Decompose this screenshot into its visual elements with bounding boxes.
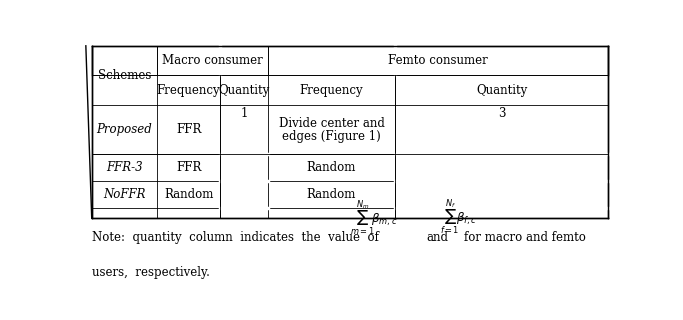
Text: users,  respectively.: users, respectively. bbox=[92, 266, 210, 279]
Text: Random: Random bbox=[164, 188, 213, 201]
Text: FFR-3: FFR-3 bbox=[106, 161, 143, 174]
Text: for macro and femto: for macro and femto bbox=[464, 231, 585, 244]
Text: Note:  quantity  column  indicates  the  value  of: Note: quantity column indicates the valu… bbox=[92, 231, 378, 244]
Text: 1: 1 bbox=[240, 107, 248, 120]
Text: NoFFR: NoFFR bbox=[103, 188, 145, 201]
Text: Femto consumer: Femto consumer bbox=[389, 54, 488, 67]
Text: Random: Random bbox=[307, 188, 357, 201]
Text: $\sum_{m=1}^{N_m}\!\beta_{m,c}$: $\sum_{m=1}^{N_m}\!\beta_{m,c}$ bbox=[350, 198, 398, 237]
Text: edges (Figure 1): edges (Figure 1) bbox=[282, 131, 381, 143]
Text: Schemes: Schemes bbox=[98, 69, 151, 82]
Text: Divide center and: Divide center and bbox=[279, 117, 385, 130]
Text: FFR: FFR bbox=[176, 161, 201, 174]
Text: Quantity: Quantity bbox=[476, 84, 527, 97]
Text: Quantity: Quantity bbox=[219, 84, 270, 97]
Text: and: and bbox=[426, 231, 448, 244]
Text: Macro consumer: Macro consumer bbox=[162, 54, 263, 67]
Text: Random: Random bbox=[307, 161, 357, 174]
Text: Proposed: Proposed bbox=[96, 123, 152, 136]
Text: Frequency: Frequency bbox=[157, 84, 221, 97]
Text: $\sum_{f=1}^{N_f}\!\beta_{f,c}$: $\sum_{f=1}^{N_f}\!\beta_{f,c}$ bbox=[440, 197, 477, 237]
Text: 3: 3 bbox=[498, 107, 505, 120]
Text: Frequency: Frequency bbox=[300, 84, 363, 97]
Text: FFR: FFR bbox=[176, 123, 201, 136]
